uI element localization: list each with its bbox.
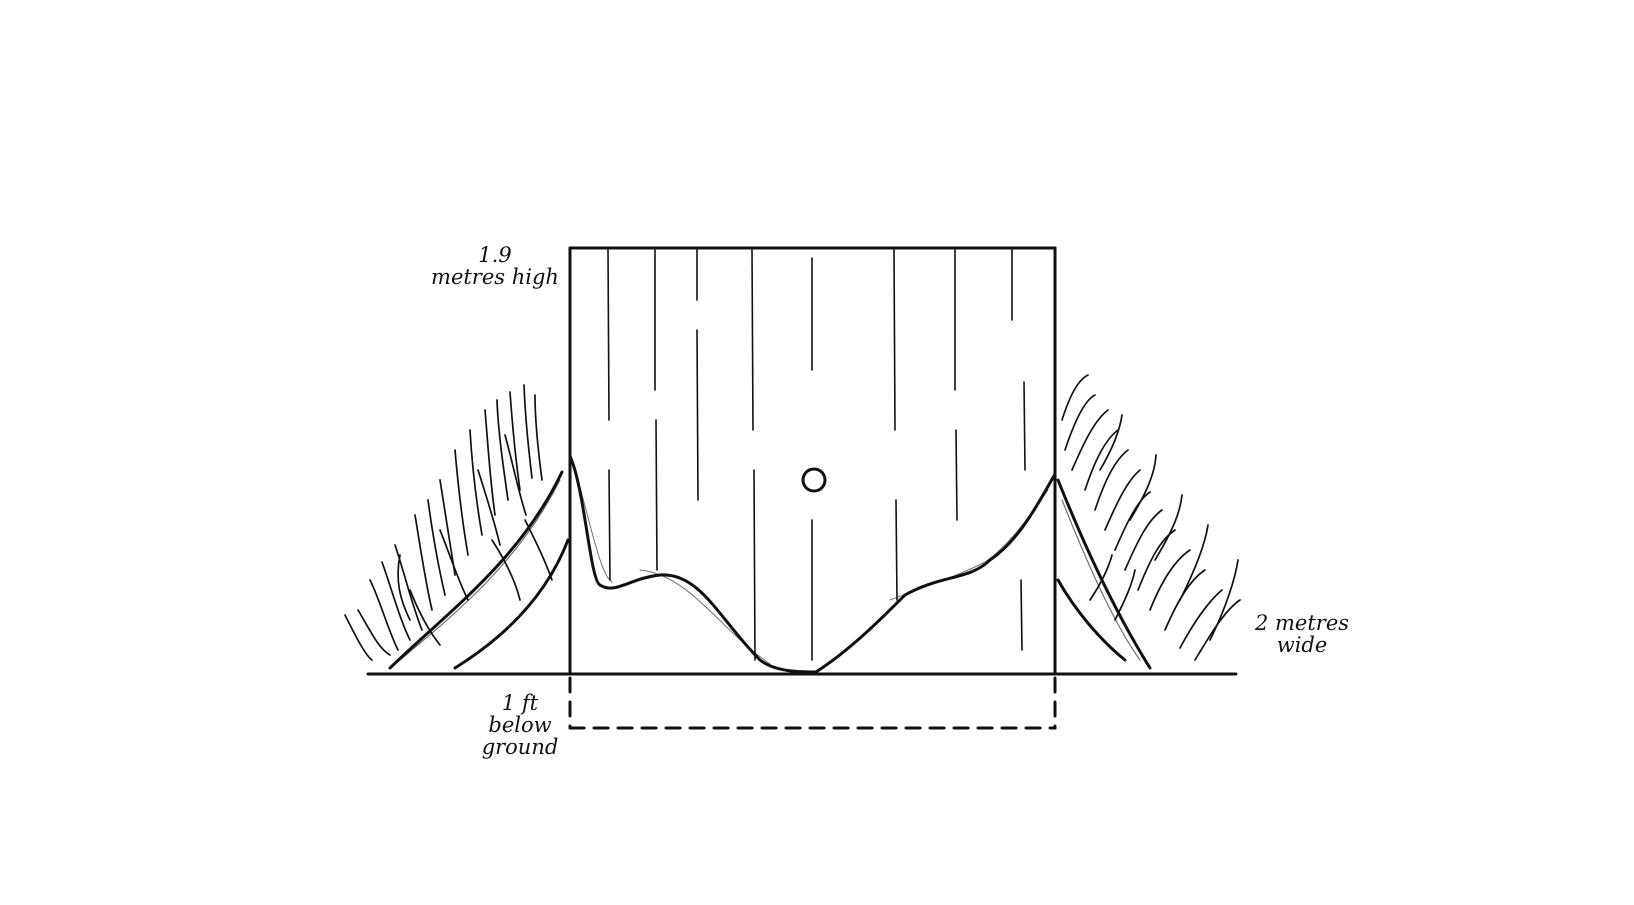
below-ground-footing (570, 678, 1055, 728)
width-label: 2 metres wide (1232, 612, 1372, 656)
depth-label-line3: ground (481, 735, 559, 759)
depth-label-line1: 1 ft (501, 691, 539, 715)
height-label-line2: metres high (431, 265, 559, 289)
fence-panel (570, 248, 1055, 674)
knot-hole (801, 467, 827, 493)
right-bush (1058, 375, 1240, 668)
width-label-line1: 2 metres (1254, 611, 1350, 635)
fence-board-lines (608, 250, 1025, 660)
depth-label-line2: below (488, 713, 552, 737)
height-label-line1: 1.9 (478, 243, 512, 267)
width-label-line2: wide (1276, 633, 1328, 657)
depth-label: 1 ft below ground (470, 692, 570, 758)
left-bush (345, 385, 568, 668)
height-label: 1.9 metres high (420, 244, 570, 288)
grass-mound (570, 456, 1055, 672)
